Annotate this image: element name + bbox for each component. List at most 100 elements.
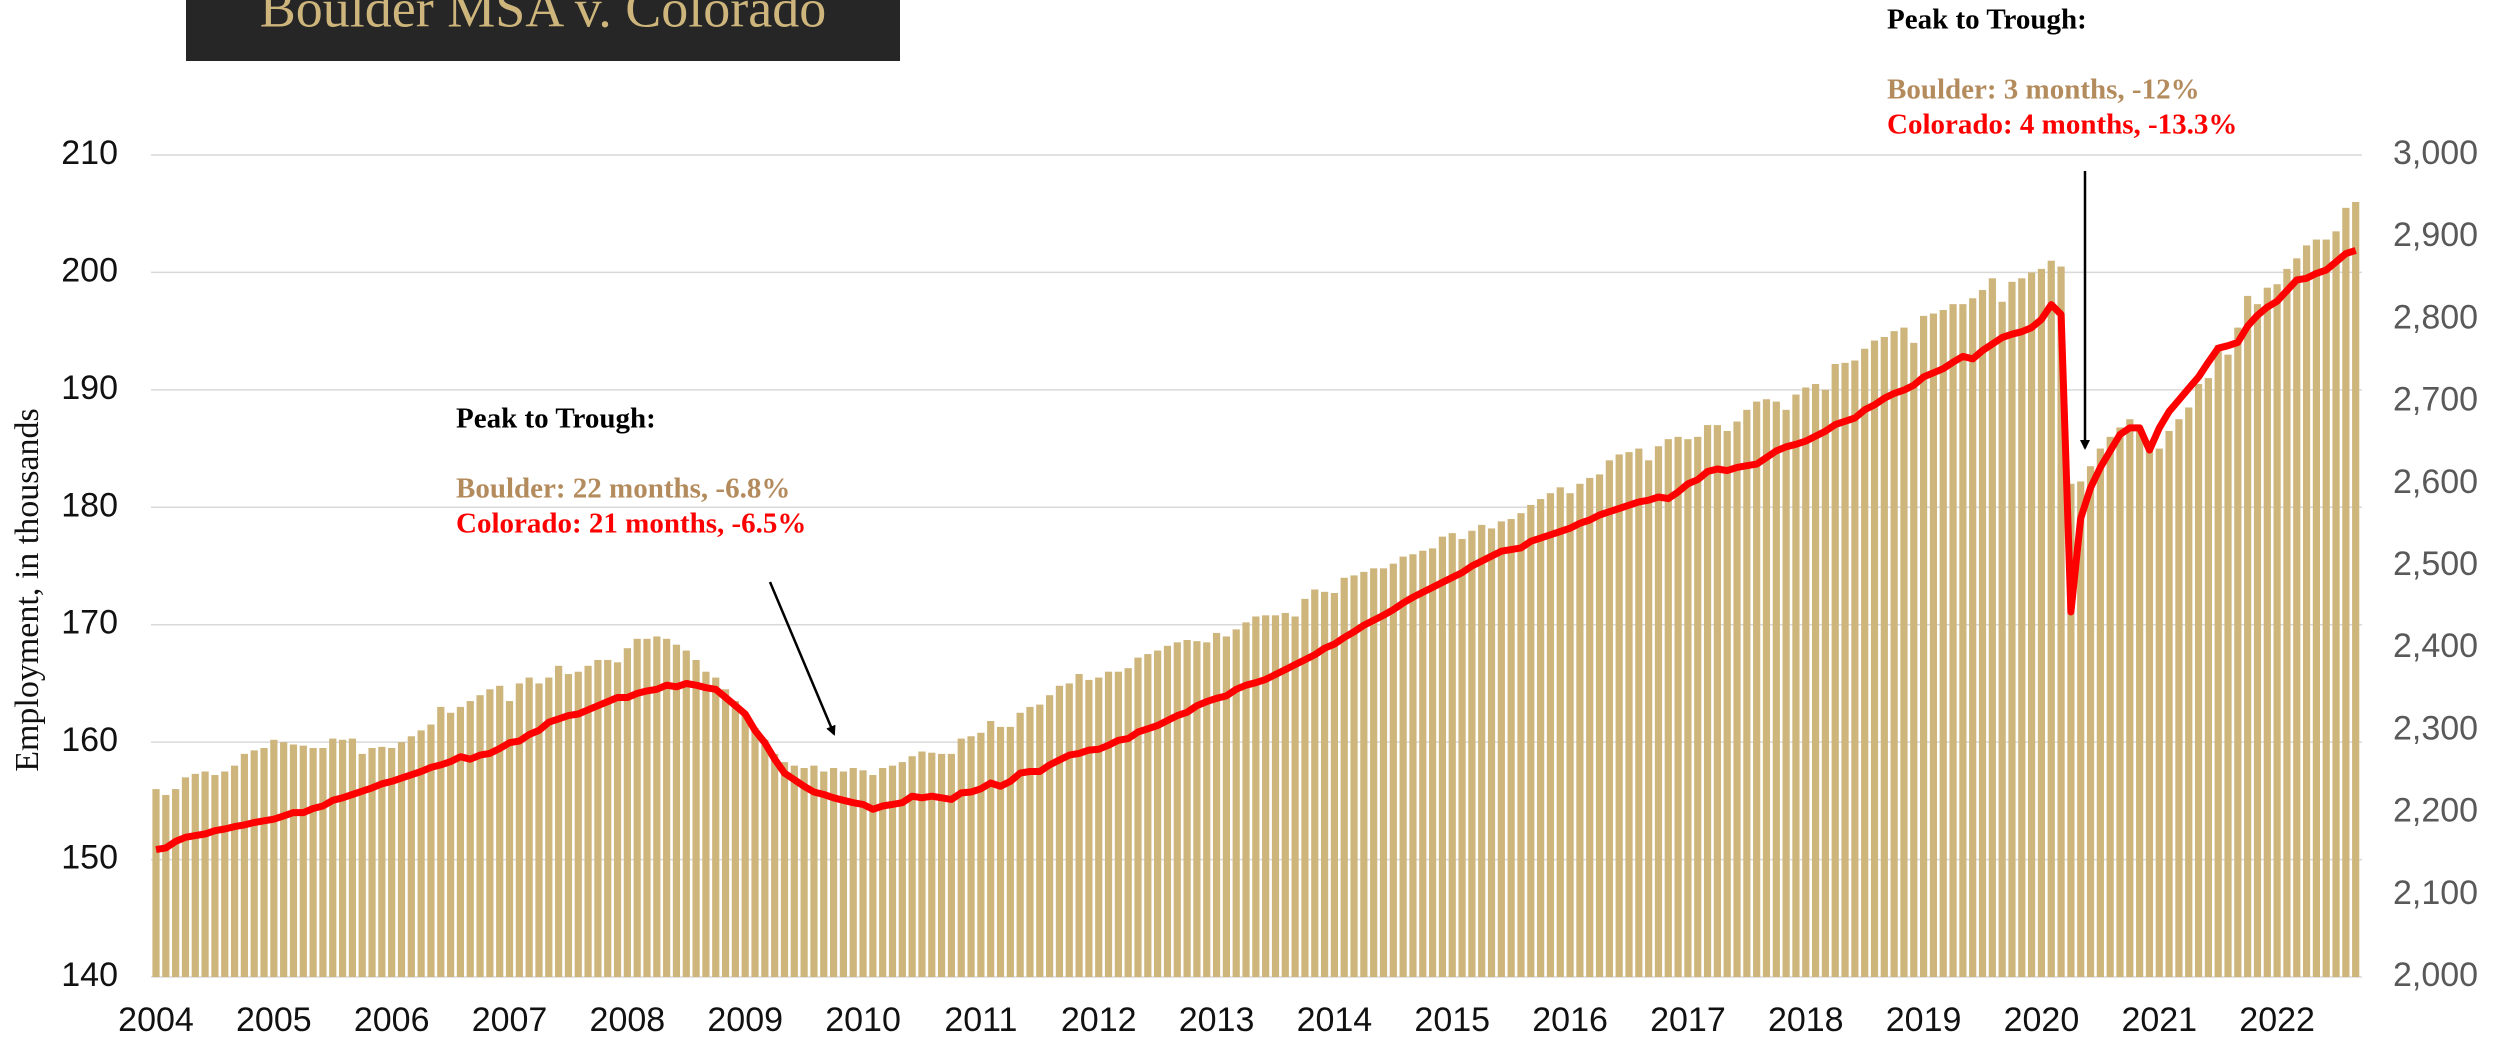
x-tick-label: 2007 [472,1001,548,1039]
bar [947,753,956,977]
bar [1841,362,1849,977]
bar [1821,389,1829,977]
bar [702,671,710,977]
bar [2136,427,2144,977]
bar [2155,448,2163,978]
bar [751,728,759,977]
bar [1242,622,1250,977]
bar [496,685,504,977]
bar [1792,394,1800,977]
bar [2224,354,2232,978]
x-tick-label: 2009 [707,1001,783,1039]
x-tick-label: 2015 [1414,1001,1490,1039]
bar [800,767,808,977]
bar [1998,301,2006,977]
bar [338,739,347,977]
bar [1684,439,1692,978]
bar [1772,401,1780,978]
bar [1370,568,1378,977]
bar [456,706,465,977]
bar [1861,348,1869,977]
bar [358,753,366,977]
bar [1458,538,1466,977]
y-tick-label: 180 [61,486,118,524]
y-tick-label: 190 [61,369,118,407]
bar [633,638,641,977]
bar [2165,430,2173,977]
bar [1360,571,1368,977]
bar [1782,409,1790,977]
bar [299,745,307,977]
bar [1409,554,1417,977]
y2-tick-label: 2,800 [2393,298,2478,336]
bar [780,762,789,977]
bar [1104,671,1113,977]
bar [2096,448,2104,978]
bar [810,765,818,977]
x-tick-label: 2014 [1297,1001,1373,1039]
bar [1910,342,1918,977]
bar [535,683,543,977]
bar [1075,674,1083,977]
bar [2067,483,2075,977]
bar [1124,668,1132,977]
x-tick-label: 2011 [944,1001,1017,1039]
annotation-heading: Peak to Trough: [456,403,656,435]
bar [1978,290,1987,977]
bar [2116,427,2124,977]
bar [211,775,219,977]
bar [1232,629,1240,977]
bar [1556,487,1564,977]
bar [1537,499,1545,977]
bar [2204,378,2212,978]
bar [1635,448,1643,978]
bar [721,689,730,977]
bar [1203,642,1211,977]
bar [1026,706,1034,977]
bar [1487,528,1496,977]
bar [1713,425,1721,978]
bar [1743,409,1751,977]
bar [1311,589,1319,977]
bar [1291,616,1299,977]
bar [2244,295,2252,977]
x-tick-label: 2010 [825,1001,901,1039]
bar [2086,466,2095,977]
bar [2018,278,2026,977]
bar [2008,281,2016,977]
bar [191,773,199,977]
bar [741,712,749,977]
bar [2283,268,2291,977]
bar [1920,315,1928,977]
bar [1468,530,1476,977]
bar [1566,493,1574,977]
y-tick-label: 160 [61,721,118,759]
bar [1085,679,1093,977]
bar [1880,337,1888,977]
bar [1576,483,1584,977]
bar [682,650,690,977]
annotation-text: Colorado: 21 months, -6.5% [456,508,806,540]
bar [1320,591,1329,977]
bar [584,665,592,977]
y2-tick-label: 2,600 [2393,463,2478,501]
y2-tick-label: 2,000 [2393,956,2478,994]
bar [270,739,278,977]
bar [692,659,700,977]
x-tick-label: 2013 [1179,1001,1255,1039]
bar [898,762,906,977]
bar [505,701,514,977]
bar [1448,533,1456,977]
bar [663,638,671,977]
bar [2028,272,2036,977]
bar [1095,677,1103,977]
bar [996,726,1005,977]
x-tick-label: 2021 [2121,1001,2197,1039]
bar [771,753,779,977]
bar [181,777,190,977]
bar [2194,383,2203,977]
bar [2332,231,2340,978]
y-tick-label: 170 [61,604,118,642]
bar [1595,474,1604,977]
bar [938,753,946,977]
